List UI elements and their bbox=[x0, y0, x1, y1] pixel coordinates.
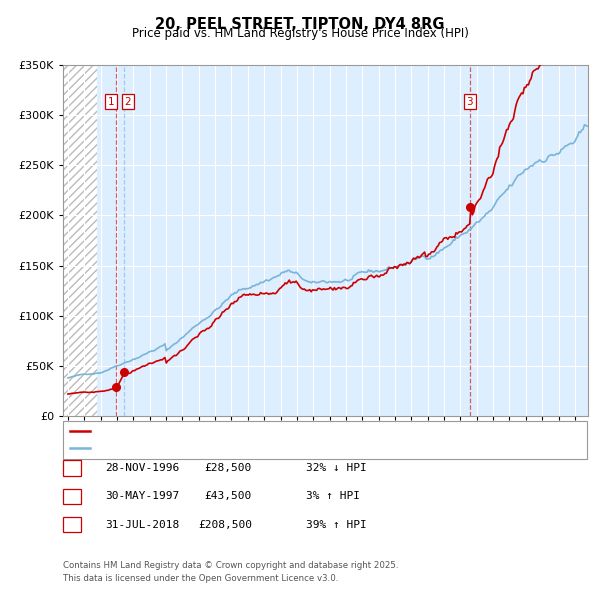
Text: 2: 2 bbox=[68, 491, 76, 501]
Text: 1: 1 bbox=[68, 463, 76, 473]
Text: 30-MAY-1997: 30-MAY-1997 bbox=[105, 491, 179, 501]
Text: 32% ↓ HPI: 32% ↓ HPI bbox=[306, 463, 367, 473]
Text: £28,500: £28,500 bbox=[205, 463, 252, 473]
Text: 3: 3 bbox=[68, 520, 76, 529]
Text: HPI: Average price, semi-detached house, Sandwell: HPI: Average price, semi-detached house,… bbox=[94, 443, 363, 453]
Text: 20, PEEL STREET, TIPTON, DY4 8RG: 20, PEEL STREET, TIPTON, DY4 8RG bbox=[155, 17, 445, 31]
Text: 3: 3 bbox=[467, 97, 473, 107]
Text: 31-JUL-2018: 31-JUL-2018 bbox=[105, 520, 179, 529]
Text: 3% ↑ HPI: 3% ↑ HPI bbox=[306, 491, 360, 501]
Text: £208,500: £208,500 bbox=[198, 520, 252, 529]
Text: 28-NOV-1996: 28-NOV-1996 bbox=[105, 463, 179, 473]
Text: £43,500: £43,500 bbox=[205, 491, 252, 501]
Text: 39% ↑ HPI: 39% ↑ HPI bbox=[306, 520, 367, 529]
Text: 20, PEEL STREET, TIPTON, DY4 8RG (semi-detached house): 20, PEEL STREET, TIPTON, DY4 8RG (semi-d… bbox=[94, 427, 401, 437]
Bar bbox=[63, 65, 97, 416]
Text: 2: 2 bbox=[124, 97, 131, 107]
Text: 1: 1 bbox=[108, 97, 115, 107]
Text: Contains HM Land Registry data © Crown copyright and database right 2025.
This d: Contains HM Land Registry data © Crown c… bbox=[63, 562, 398, 583]
Text: Price paid vs. HM Land Registry's House Price Index (HPI): Price paid vs. HM Land Registry's House … bbox=[131, 27, 469, 40]
